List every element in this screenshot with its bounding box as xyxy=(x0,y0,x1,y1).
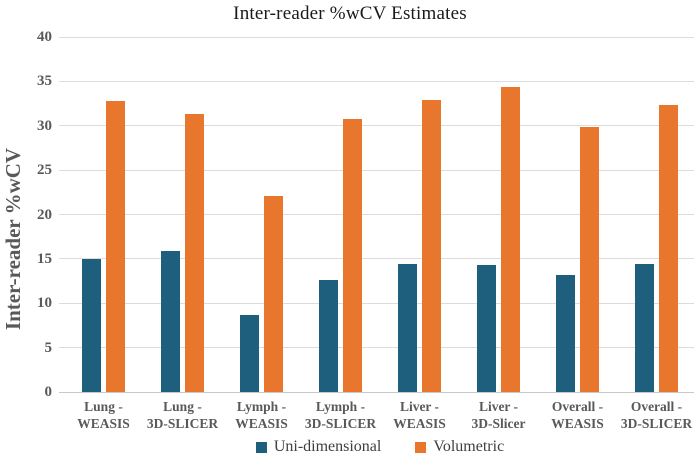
x-axis-label-line: Overall - xyxy=(630,399,683,414)
gridline xyxy=(59,36,694,38)
x-axis-label-line: 3D-SLICER xyxy=(146,416,219,431)
y-axis: 0 5 10 15 20 25 30 35 40 xyxy=(0,29,53,400)
bar-uni-dimensional xyxy=(82,258,101,392)
bar-uni-dimensional xyxy=(240,314,259,392)
gridline xyxy=(59,125,694,127)
gridline xyxy=(59,258,694,260)
legend: Uni-dimensional Volumetric xyxy=(30,438,700,456)
x-axis-label-line: Lymph - xyxy=(315,399,366,414)
legend-item-volumetric: Volumetric xyxy=(415,438,504,456)
y-tick-label: 25 xyxy=(37,162,52,179)
legend-swatch-uni-dimensional xyxy=(255,441,267,453)
x-axis-label-line: Lung - xyxy=(163,399,202,414)
legend-label-uni-dimensional: Uni-dimensional xyxy=(273,438,382,455)
x-axis-label: Lung - WEASIS xyxy=(57,398,151,432)
y-tick-label: 40 xyxy=(37,29,52,45)
x-axis: Lung - WEASIS Lung - 3D-SLICER Lymph - WEASIS… xyxy=(59,398,694,436)
y-tick-label: 5 xyxy=(44,339,53,356)
x-axis-label-line: Lung - xyxy=(84,399,123,414)
gridline xyxy=(59,347,694,349)
x-axis-label-line: Liver - xyxy=(478,399,519,414)
x-axis-label-line: Lymph - xyxy=(236,399,287,414)
gridline xyxy=(59,214,694,215)
legend-swatch-volumetric xyxy=(415,441,427,453)
bar-volumetric xyxy=(501,86,520,392)
bar-uni-dimensional xyxy=(161,250,180,392)
bar-volumetric xyxy=(580,126,599,392)
x-axis-label-line: 3D-SLICER xyxy=(620,416,693,431)
bar-volumetric xyxy=(422,100,441,392)
y-tick-label: 15 xyxy=(37,250,52,267)
x-axis-label: Overall - 3D-SLICER xyxy=(610,398,700,432)
legend-item-uni-dimensional: Uni-dimensional xyxy=(255,438,382,456)
x-axis-label-line: Overall - xyxy=(551,399,604,414)
gridline xyxy=(59,302,694,304)
x-axis-label: Lung - 3D-SLICER xyxy=(136,398,230,432)
chart-title: Inter-reader %wCV Estimates xyxy=(233,3,467,24)
y-tick-label: 10 xyxy=(37,295,52,312)
x-axis-label-line: WEASIS xyxy=(235,416,288,431)
x-axis-label: Liver - WEASIS xyxy=(373,398,467,432)
bar-volumetric xyxy=(659,105,678,392)
bar-uni-dimensional xyxy=(398,264,417,392)
bar-volumetric xyxy=(343,118,362,392)
y-tick-label: 0 xyxy=(44,384,53,400)
x-axis-label-line: Liver - xyxy=(399,399,440,414)
x-axis-label: Liver - 3D-Slicer xyxy=(452,398,546,432)
bar-volumetric xyxy=(106,100,125,392)
x-axis-label: Lymph - 3D-SLICER xyxy=(294,398,388,432)
legend-label-volumetric: Volumetric xyxy=(433,438,505,455)
bar-uni-dimensional xyxy=(319,280,338,392)
x-axis-label-line: 3D-Slicer xyxy=(471,416,526,431)
bar-volumetric xyxy=(264,195,283,392)
x-axis-label-line: WEASIS xyxy=(393,416,446,431)
bar-uni-dimensional xyxy=(635,264,654,392)
bar-volumetric xyxy=(185,114,204,392)
gridline xyxy=(59,80,694,82)
bar-uni-dimensional xyxy=(556,274,575,392)
x-axis-label-line: WEASIS xyxy=(551,416,604,431)
x-axis-label-line: 3D-SLICER xyxy=(304,416,377,431)
y-tick-label: 20 xyxy=(37,206,52,223)
y-tick-label: 30 xyxy=(37,117,52,134)
plot-area xyxy=(59,36,694,393)
x-axis-label: Lymph - WEASIS xyxy=(215,398,309,432)
x-axis-label-line: WEASIS xyxy=(77,416,130,431)
y-tick-label: 35 xyxy=(37,73,52,90)
bar-uni-dimensional xyxy=(477,265,496,392)
x-axis-label: Overall - WEASIS xyxy=(531,398,625,432)
gridline xyxy=(59,169,694,171)
